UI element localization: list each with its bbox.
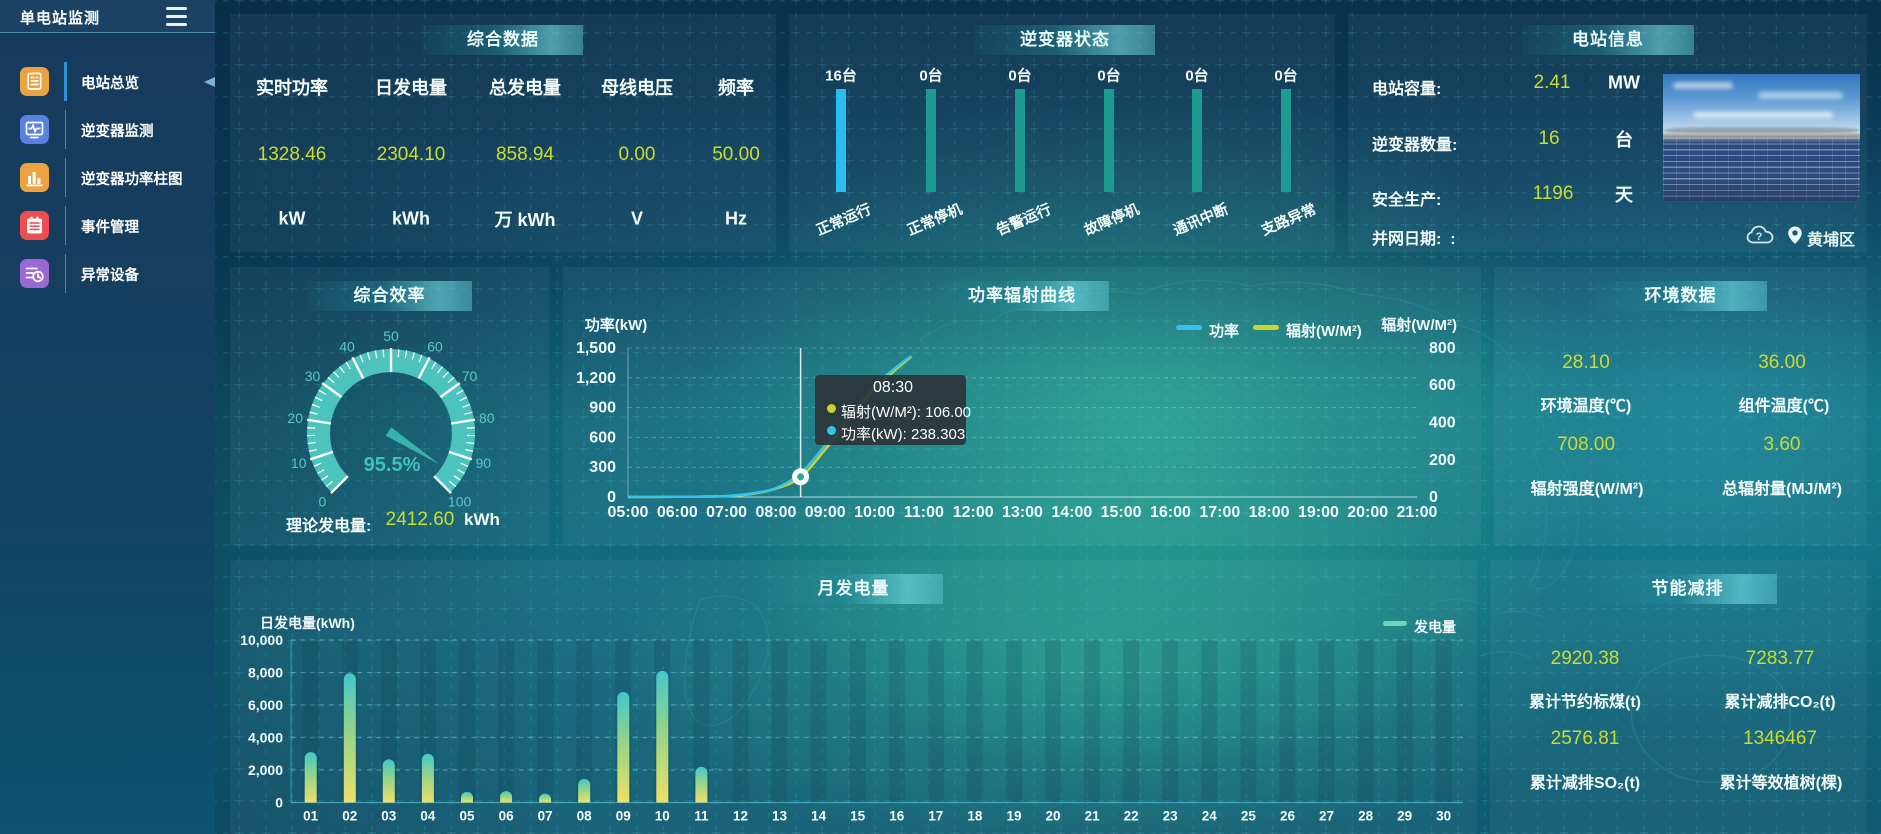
- svg-text:95.5%: 95.5%: [364, 454, 421, 476]
- svg-text:23: 23: [1163, 809, 1179, 824]
- svg-text:功率(kW): 功率(kW): [585, 316, 648, 334]
- svg-text:17:00: 17:00: [1199, 504, 1240, 521]
- svg-text:29: 29: [1397, 809, 1412, 824]
- svg-text:1,200: 1,200: [576, 370, 616, 387]
- svg-text:80: 80: [479, 410, 495, 426]
- svg-text:19: 19: [1006, 809, 1021, 824]
- svg-text:13: 13: [772, 809, 788, 824]
- svg-text:8,000: 8,000: [248, 665, 283, 681]
- svg-text:10: 10: [291, 455, 307, 471]
- svg-text:08:00: 08:00: [755, 504, 796, 521]
- svg-text:24: 24: [1202, 809, 1218, 824]
- svg-text:18:00: 18:00: [1249, 504, 1290, 521]
- svg-text:0: 0: [1429, 489, 1438, 506]
- svg-text:06:00: 06:00: [657, 504, 698, 521]
- svg-text:30: 30: [305, 368, 321, 384]
- svg-text:800: 800: [1429, 340, 1456, 357]
- svg-text:19:00: 19:00: [1298, 504, 1339, 521]
- svg-text:0: 0: [607, 489, 616, 506]
- svg-text:07:00: 07:00: [706, 504, 747, 521]
- svg-text:300: 300: [589, 459, 616, 476]
- svg-text:13:00: 13:00: [1002, 504, 1043, 521]
- svg-text:28: 28: [1358, 809, 1374, 824]
- svg-text:11: 11: [694, 809, 709, 824]
- svg-text:11:00: 11:00: [904, 504, 944, 521]
- svg-text:27: 27: [1319, 809, 1334, 824]
- svg-text:25: 25: [1241, 809, 1257, 824]
- svg-text:60: 60: [427, 339, 443, 355]
- svg-text:70: 70: [462, 368, 478, 384]
- svg-text:10,000: 10,000: [240, 632, 283, 648]
- svg-text:90: 90: [476, 455, 492, 471]
- svg-text:22: 22: [1124, 809, 1139, 824]
- svg-text:08: 08: [577, 809, 593, 824]
- svg-text:功率: 功率: [1209, 322, 1239, 340]
- svg-text:16: 16: [889, 809, 905, 824]
- svg-text:06: 06: [499, 809, 515, 824]
- svg-text:07: 07: [538, 809, 553, 824]
- svg-text:10: 10: [655, 809, 670, 824]
- svg-text:1,500: 1,500: [576, 340, 616, 357]
- svg-text:200: 200: [1429, 452, 1456, 469]
- svg-text:20: 20: [287, 410, 303, 426]
- svg-text:21:00: 21:00: [1397, 504, 1438, 521]
- svg-text:50: 50: [383, 328, 399, 344]
- svg-text:02: 02: [342, 809, 357, 824]
- svg-text:辐射(W/M²): 辐射(W/M²): [1286, 322, 1362, 340]
- svg-text:16:00: 16:00: [1150, 504, 1191, 521]
- svg-text:100: 100: [448, 494, 472, 510]
- svg-text:15: 15: [850, 809, 866, 824]
- svg-text:03: 03: [381, 809, 397, 824]
- svg-text:0: 0: [319, 494, 327, 510]
- svg-text:4,000: 4,000: [248, 730, 283, 746]
- svg-text:21: 21: [1085, 809, 1101, 824]
- svg-text:14:00: 14:00: [1051, 504, 1092, 521]
- svg-text:17: 17: [928, 809, 943, 824]
- svg-text:18: 18: [967, 809, 983, 824]
- svg-text:10:00: 10:00: [854, 504, 895, 521]
- svg-text:600: 600: [1429, 377, 1456, 394]
- svg-text:日发电量(kWh): 日发电量(kWh): [260, 615, 355, 631]
- svg-text:09: 09: [616, 809, 631, 824]
- svg-text:12:00: 12:00: [953, 504, 994, 521]
- svg-text:0: 0: [275, 795, 283, 811]
- svg-text:辐射(W/M²): 辐射(W/M²): [1381, 316, 1457, 334]
- svg-text:20:00: 20:00: [1347, 504, 1388, 521]
- svg-text:30: 30: [1436, 809, 1451, 824]
- svg-text:400: 400: [1429, 415, 1456, 432]
- svg-text:6,000: 6,000: [248, 697, 283, 713]
- svg-text:发电量: 发电量: [1413, 619, 1456, 635]
- svg-text:40: 40: [339, 339, 355, 355]
- svg-text:05:00: 05:00: [608, 504, 649, 521]
- svg-text:01: 01: [303, 809, 319, 824]
- svg-text:04: 04: [420, 809, 436, 824]
- svg-text:14: 14: [811, 809, 827, 824]
- svg-text:2,000: 2,000: [248, 762, 283, 778]
- svg-text:?: ?: [1756, 231, 1763, 243]
- svg-text:900: 900: [589, 400, 616, 417]
- svg-text:05: 05: [459, 809, 475, 824]
- svg-text:09:00: 09:00: [805, 504, 846, 521]
- svg-text:15:00: 15:00: [1101, 504, 1142, 521]
- svg-text:600: 600: [589, 429, 616, 446]
- svg-text:12: 12: [733, 809, 748, 824]
- svg-text:26: 26: [1280, 809, 1296, 824]
- svg-text:20: 20: [1045, 809, 1060, 824]
